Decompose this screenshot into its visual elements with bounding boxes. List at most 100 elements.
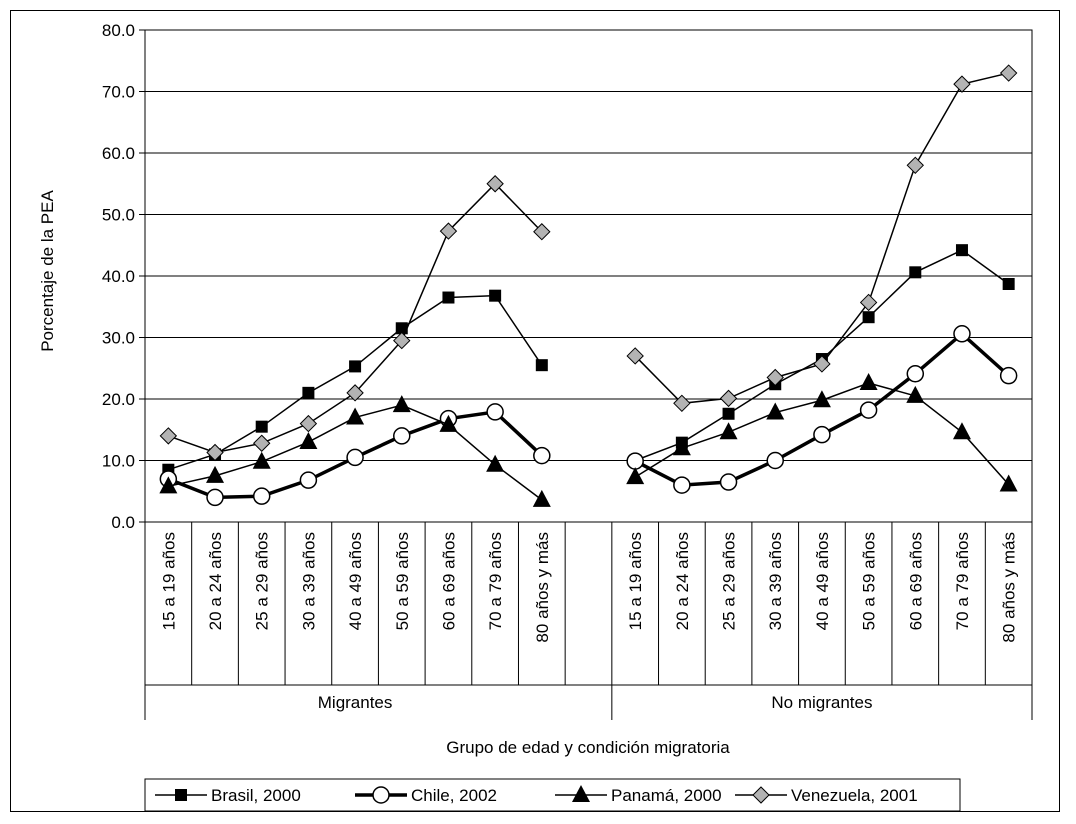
- series-brasil-line-migrantes: [168, 294, 543, 471]
- y-tick-label: 80.0: [102, 21, 135, 40]
- series-panama-point: [486, 454, 505, 472]
- x-group-labels: Migrantes No migrantes: [318, 693, 873, 712]
- series-panama-point: [626, 467, 645, 485]
- series-venezuela-point: [253, 434, 271, 452]
- y-tick-label: 50.0: [102, 206, 135, 225]
- series-panama-point: [346, 407, 365, 425]
- series-brasil-point: [442, 291, 455, 304]
- y-tick-label: 30.0: [102, 329, 135, 348]
- legend-label: Chile, 2002: [411, 786, 497, 805]
- series-venezuela-point: [439, 222, 458, 240]
- y-tick-label: 20.0: [102, 390, 135, 409]
- legend-marker: [572, 785, 590, 802]
- series-panama-point: [999, 474, 1018, 492]
- x-category-label: 80 años y más: [1000, 532, 1019, 643]
- series-panama-point: [299, 432, 318, 450]
- y-tick-label: 70.0: [102, 83, 135, 102]
- legend-marker: [372, 786, 390, 804]
- x-category-label: 70 a 79 años: [953, 532, 972, 630]
- plot-area: [144, 29, 1033, 523]
- series-panama-point: [159, 476, 178, 494]
- x-category-label: 30 a 39 años: [299, 532, 318, 630]
- series-chile-point: [953, 325, 971, 343]
- series-venezuela-point: [393, 331, 411, 350]
- series-venezuela-point: [626, 347, 644, 365]
- legend: Brasil, 2000 Chile, 2002 Panamá, 2000 Venez…: [144, 778, 961, 812]
- x-category-label: 60 a 69 años: [906, 532, 925, 630]
- x-category-label: 25 a 29 años: [253, 532, 272, 630]
- x-category-labels: 15 a 19 años 20 a 24 años 25 a 29 años 30 a…: [159, 532, 1018, 643]
- series-chile-point: [673, 476, 691, 494]
- series-panama-point: [952, 422, 971, 440]
- series-brasil-point: [302, 386, 315, 399]
- y-tick-label: 10.0: [102, 452, 135, 471]
- series-panama-point: [859, 373, 878, 391]
- series-venezuela-point: [299, 414, 318, 433]
- series-brasil-point: [535, 359, 548, 372]
- gridlines: [139, 29, 1032, 523]
- group-label-no-migrantes: No migrantes: [771, 693, 872, 712]
- series-panama-point: [719, 422, 738, 440]
- series-panama-point: [392, 395, 411, 413]
- series-chile-point: [206, 488, 224, 507]
- series-panama-point: [906, 385, 925, 403]
- y-tick-label: 60.0: [102, 144, 135, 163]
- x-category-label: 15 a 19 años: [159, 532, 178, 630]
- series-chile-point: [486, 403, 504, 421]
- series-brasil: [162, 244, 1015, 476]
- series-chile-point: [626, 452, 644, 470]
- series-venezuela-point: [953, 75, 971, 93]
- series-chile-point: [393, 427, 411, 445]
- series-chile-point: [719, 473, 738, 491]
- series-chile-point: [252, 487, 271, 505]
- x-category-label: 80 años y más: [533, 532, 552, 643]
- series-venezuela-point: [766, 368, 784, 387]
- legend-item: Chile, 2002: [355, 786, 497, 805]
- legend-item: Venezuela, 2001: [735, 786, 918, 805]
- y-tick-label: 0.0: [111, 513, 135, 532]
- series-brasil-point: [489, 289, 502, 302]
- series-layer: [159, 64, 1018, 507]
- x-category-label: 15 a 19 años: [626, 532, 645, 630]
- series-brasil-point: [909, 266, 922, 279]
- x-category-label: 20 a 24 años: [206, 532, 225, 630]
- legend-marker: [752, 786, 770, 804]
- series-panama-point: [672, 438, 691, 456]
- series-brasil-point: [722, 407, 735, 420]
- series-venezuela-point: [859, 293, 878, 312]
- series-venezuela-point: [533, 223, 551, 241]
- series-venezuela: [159, 64, 1018, 462]
- x-category-label: 70 a 79 años: [486, 532, 505, 630]
- x-category-label: 25 a 29 años: [720, 532, 739, 630]
- group-label-migrantes: Migrantes: [318, 693, 393, 712]
- series-chile-point: [999, 366, 1018, 385]
- series-chile-point: [859, 401, 878, 419]
- series-venezuela-point: [673, 394, 691, 413]
- series-brasil-point: [349, 360, 362, 373]
- series-panama-point: [206, 465, 225, 483]
- x-category-label: 40 a 49 años: [346, 532, 365, 630]
- series-chile-point: [906, 365, 925, 383]
- series-panama: [159, 373, 1018, 507]
- series-panama-point: [532, 489, 551, 507]
- series-brasil-point: [1002, 277, 1015, 290]
- series-panama-point: [812, 390, 831, 408]
- series-venezuela-point: [206, 443, 224, 462]
- series-brasil-point: [955, 244, 968, 257]
- series-venezuela-point: [906, 156, 924, 175]
- y-tick-label: 40.0: [102, 267, 135, 286]
- y-axis-label: Porcentaje de la PEA: [38, 190, 57, 352]
- series-venezuela-point: [719, 389, 738, 408]
- x-axis-label: Grupo de edad y condición migratoria: [446, 738, 730, 757]
- series-chile-point: [299, 471, 318, 489]
- series-panama-point: [439, 414, 458, 432]
- series-venezuela-point: [813, 355, 831, 373]
- x-category-label: 60 a 69 años: [439, 532, 458, 630]
- legend-label: Panamá, 2000: [611, 786, 722, 805]
- series-brasil-point: [255, 420, 268, 433]
- series-venezuela-point: [159, 427, 178, 445]
- x-category-label: 50 a 59 años: [860, 532, 879, 630]
- series-brasil-point: [395, 322, 408, 335]
- series-venezuela-point: [346, 384, 364, 402]
